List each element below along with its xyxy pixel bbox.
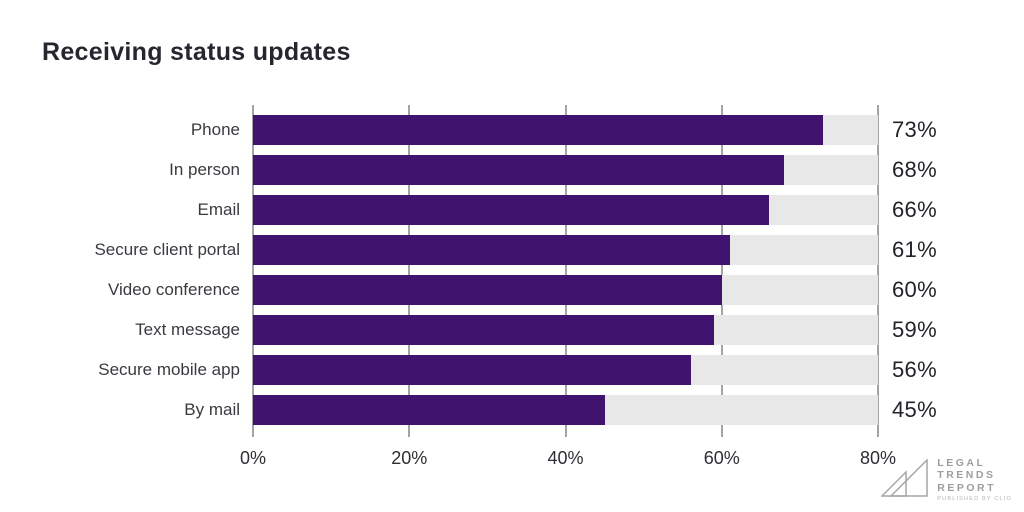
bar-track: [253, 195, 878, 225]
logo-tagline: PUBLISHED BY CLIO: [937, 496, 1012, 502]
bar-row: In person 68%: [0, 155, 1024, 185]
gridline: [720, 105, 723, 437]
bar: [253, 275, 722, 305]
legal-trends-report-logo: LEGAL TRENDS REPORT PUBLISHED BY CLIO: [881, 457, 1012, 503]
gridline: [252, 105, 254, 437]
bar-row: Text message 59%: [0, 315, 1024, 345]
bar-row: Email 66%: [0, 195, 1024, 225]
x-axis-tick-label: 40%: [547, 448, 584, 468]
logo-text: LEGAL TRENDS REPORT PUBLISHED BY CLIO: [937, 457, 1012, 503]
bar-row: Phone 73%: [0, 115, 1024, 145]
bar-row: Secure client portal 61%: [0, 235, 1024, 265]
bar-value-label: 60%: [892, 277, 937, 302]
bar-row: Secure mobile app 56%: [0, 355, 1024, 385]
x-axis-tick-label: 80%: [859, 448, 897, 468]
chart-title: Receiving status updates: [42, 38, 351, 66]
bar-category-label: Text message: [135, 320, 240, 339]
x-axis-tick-label: 60%: [703, 448, 740, 468]
bar-row: Video conference 60%: [0, 275, 1024, 305]
bar-rows: Phone 73% In person 68% Email 66% Secure clien…: [0, 115, 1024, 435]
bar-category-label: Email: [197, 200, 240, 219]
bar-value-label: 68%: [892, 157, 937, 182]
bar-category-label: In person: [169, 160, 240, 179]
gridline: [877, 105, 879, 437]
bar-value-label: 56%: [892, 357, 937, 382]
bar-chart: Phone 73% In person 68% Email 66% Secure clien…: [0, 105, 1024, 437]
bar-value-label: 73%: [892, 117, 937, 142]
x-axis-tick-label: 0%: [239, 448, 267, 468]
gridline: [564, 105, 567, 437]
gridline: [408, 105, 411, 437]
logo-line-report: REPORT: [937, 481, 997, 494]
bar: [253, 355, 691, 385]
triangles-logo-icon: [881, 459, 929, 497]
bar-category-label: Secure client portal: [94, 240, 240, 259]
bar-category-label: Phone: [190, 120, 240, 139]
bar-track: [253, 395, 878, 425]
logo-line-trends: TRENDS: [937, 469, 996, 481]
bar-value-label: 61%: [892, 237, 937, 262]
gridlines: [252, 105, 879, 437]
bar: [253, 195, 769, 225]
logo-line-legal: LEGAL: [937, 456, 986, 469]
bar: [253, 315, 714, 345]
bar: [253, 395, 605, 425]
bar-value-label: 66%: [892, 197, 937, 222]
bar-track: [253, 115, 878, 145]
x-axis: 0% 20% 40% 60% 80%: [240, 448, 896, 474]
bar: [253, 155, 785, 185]
bar: [253, 235, 730, 265]
bar-track: [253, 235, 878, 265]
bar-row: By mail 45%: [0, 395, 1024, 425]
bar: [253, 115, 824, 145]
bar-track: [253, 315, 878, 345]
bar-category-label: By mail: [184, 400, 240, 419]
x-axis-tick-label: 20%: [391, 448, 428, 468]
bar-value-label: 59%: [892, 317, 937, 342]
bar-track: [253, 355, 878, 385]
bar-track: [253, 155, 878, 185]
bar-category-label: Video conference: [107, 280, 240, 299]
bar-category-label: Secure mobile app: [98, 360, 240, 379]
bar-track: [253, 275, 878, 305]
bar-value-label: 45%: [892, 397, 937, 422]
